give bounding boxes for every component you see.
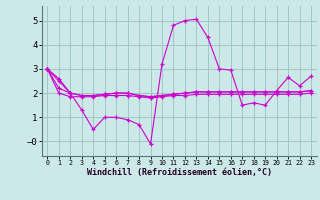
X-axis label: Windchill (Refroidissement éolien,°C): Windchill (Refroidissement éolien,°C) bbox=[87, 168, 272, 177]
